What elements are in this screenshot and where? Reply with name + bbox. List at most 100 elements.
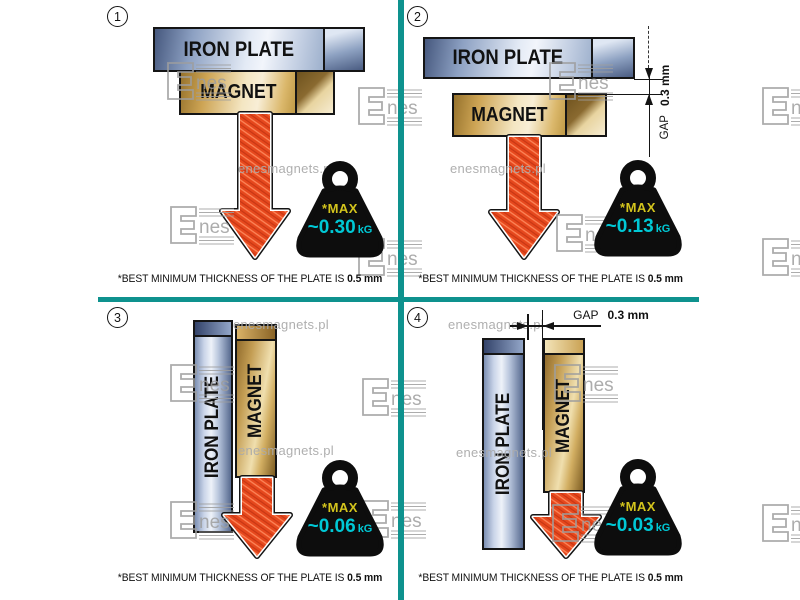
max-load-value: ~0.30 kG	[295, 217, 385, 239]
max-label: *MAX	[620, 499, 656, 514]
pull-direction-arrow	[488, 134, 560, 260]
watermark-url: enesmagnets.pl	[450, 161, 546, 176]
kettlebell-shape-icon	[594, 459, 682, 556]
svg-text:nes: nes	[199, 375, 230, 396]
weight-icon: *MAX ~0.30 kG	[295, 160, 385, 258]
magnet-side	[565, 95, 605, 135]
gap-label-rotated: GAP 0.3 mm	[658, 64, 672, 140]
gap-tick-plate	[634, 78, 663, 80]
enes-logo-watermark: nes	[170, 364, 234, 403]
magnet-label: MAGNET	[199, 81, 277, 103]
caption-text: *BEST MINIMUM THICKNESS OF THE PLATE IS	[117, 572, 345, 584]
load-number: ~0.03	[605, 515, 654, 536]
enes-logo-text: nes	[196, 73, 227, 94]
watermark-url: enesmagnets.pl	[456, 445, 552, 460]
caption-bold-value: 0.5 mm	[347, 273, 383, 285]
iron-plate-label: IRON PLATE	[492, 392, 514, 496]
magnet-label: MAGNET	[245, 363, 267, 439]
panel-4-caption: *BEST MINIMUM THICKNESS OF THE PLATE IS …	[418, 572, 683, 584]
caption-bold-value: 0.5 mm	[347, 572, 383, 584]
panel-number-text: 3	[114, 310, 121, 325]
enes-logo-watermark: nes	[549, 62, 613, 101]
iron-plate-label: IRON PLATE	[183, 37, 295, 61]
svg-text:nes: nes	[791, 249, 800, 270]
iron-plate-label: IRON PLATE	[452, 46, 564, 69]
gap-arrowhead-right-icon	[517, 322, 528, 330]
svg-text:nes: nes	[791, 515, 800, 536]
enes-logo-watermark: nes	[170, 206, 234, 245]
max-load-value: ~0.06 kG	[295, 516, 385, 538]
weight-icon: *MAX ~0.03 kG	[593, 458, 683, 556]
panel-3-caption: *BEST MINIMUM THICKNESS OF THE PLATE IS …	[107, 572, 393, 584]
svg-text:nes: nes	[391, 511, 422, 532]
gap-arrowhead-left-icon	[543, 322, 554, 330]
magnet-front: MAGNET	[454, 95, 565, 135]
weight-icon: *MAX ~0.06 kG	[295, 459, 385, 557]
caption-bold-value: 0.5 mm	[647, 572, 683, 584]
kettlebell-shape-icon	[296, 161, 384, 258]
svg-text:nes: nes	[578, 73, 609, 94]
panel-2-caption: *BEST MINIMUM THICKNESS OF THE PLATE IS …	[418, 273, 683, 285]
load-unit: kG	[655, 522, 671, 534]
panel-number-text: 2	[414, 9, 421, 24]
enes-logo-watermark: nes	[762, 504, 800, 543]
iron-plate-block-2: IRON PLATE	[423, 37, 635, 79]
load-unit: kG	[357, 523, 373, 535]
magnet-block-2: MAGNET	[452, 93, 607, 137]
max-label: *MAX	[322, 201, 358, 216]
gap-word: GAP	[659, 115, 671, 140]
gap-tick-magnet	[606, 93, 663, 95]
enes-logo-watermark: nes	[762, 238, 800, 277]
panel-1-caption: *BEST MINIMUM THICKNESS OF THE PLATE IS …	[107, 273, 393, 285]
caption-text: *BEST MINIMUM THICKNESS OF THE PLATE IS	[418, 572, 645, 584]
magnet-front: MAGNET	[181, 72, 295, 113]
enes-logo-watermark: nes	[762, 87, 800, 126]
gap-dimension-line	[648, 68, 650, 157]
load-number: ~0.30	[307, 217, 356, 238]
pull-direction-arrow	[219, 111, 291, 260]
gap-arrowhead-down-icon	[645, 68, 653, 79]
enes-logo-watermark: nes	[167, 62, 231, 101]
watermark-url: enesmagnets.pl	[233, 317, 329, 332]
max-load-value: ~0.13 kG	[593, 216, 683, 238]
svg-text:nes: nes	[583, 375, 614, 396]
max-label: *MAX	[620, 200, 656, 215]
iron-plate-side	[323, 29, 363, 70]
gap-value: 0.3 mm	[607, 308, 649, 322]
magnet-vertical-4: MAGNET	[543, 338, 585, 493]
iron-plate-top-face	[484, 340, 523, 355]
panel-3-number: 3	[107, 307, 128, 328]
svg-text:nes: nes	[199, 512, 230, 533]
iron-plate-top-face	[195, 322, 231, 337]
gap-dimension-line-dashed	[648, 26, 649, 68]
caption-bold-value: 0.5 mm	[647, 273, 683, 285]
horizontal-divider	[98, 297, 699, 302]
enes-logo-watermark: nes	[362, 378, 426, 417]
load-number: ~0.06	[307, 516, 356, 537]
panel-4-number: 4	[407, 307, 428, 328]
pull-direction-arrow	[221, 475, 293, 559]
magnet-vertical-3: MAGNET	[235, 324, 277, 478]
gap-extension-magnet	[542, 310, 544, 430]
enes-logo-watermark: nes	[170, 501, 234, 540]
svg-text:nes: nes	[391, 389, 422, 410]
pull-direction-arrow	[530, 490, 602, 559]
iron-plate-side	[591, 39, 633, 77]
gap-arrowhead-up-icon	[645, 94, 653, 105]
svg-text:nes: nes	[199, 217, 230, 238]
kettlebell-shape-icon	[594, 160, 682, 257]
watermark-url: enesmagnets.pl	[238, 443, 334, 458]
gap-dimension-line	[510, 325, 601, 327]
iron-plate-block-1: IRON PLATE	[153, 27, 365, 72]
gap-value: 0.3 mm	[658, 64, 672, 107]
caption-text: *BEST MINIMUM THICKNESS OF THE PLATE IS	[117, 273, 345, 285]
iron-plate-vertical-4: IRON PLATE	[482, 338, 525, 550]
iron-plate-front: IRON PLATE	[425, 39, 591, 77]
magnet-label: MAGNET	[471, 103, 548, 126]
enes-logo-e-icon	[167, 62, 194, 100]
panel-number-text: 1	[114, 9, 121, 24]
magnet-top-face	[545, 340, 583, 355]
watermark-url: enesmagnets.pl	[238, 161, 334, 176]
magnet-block-1: MAGNET	[179, 70, 335, 115]
